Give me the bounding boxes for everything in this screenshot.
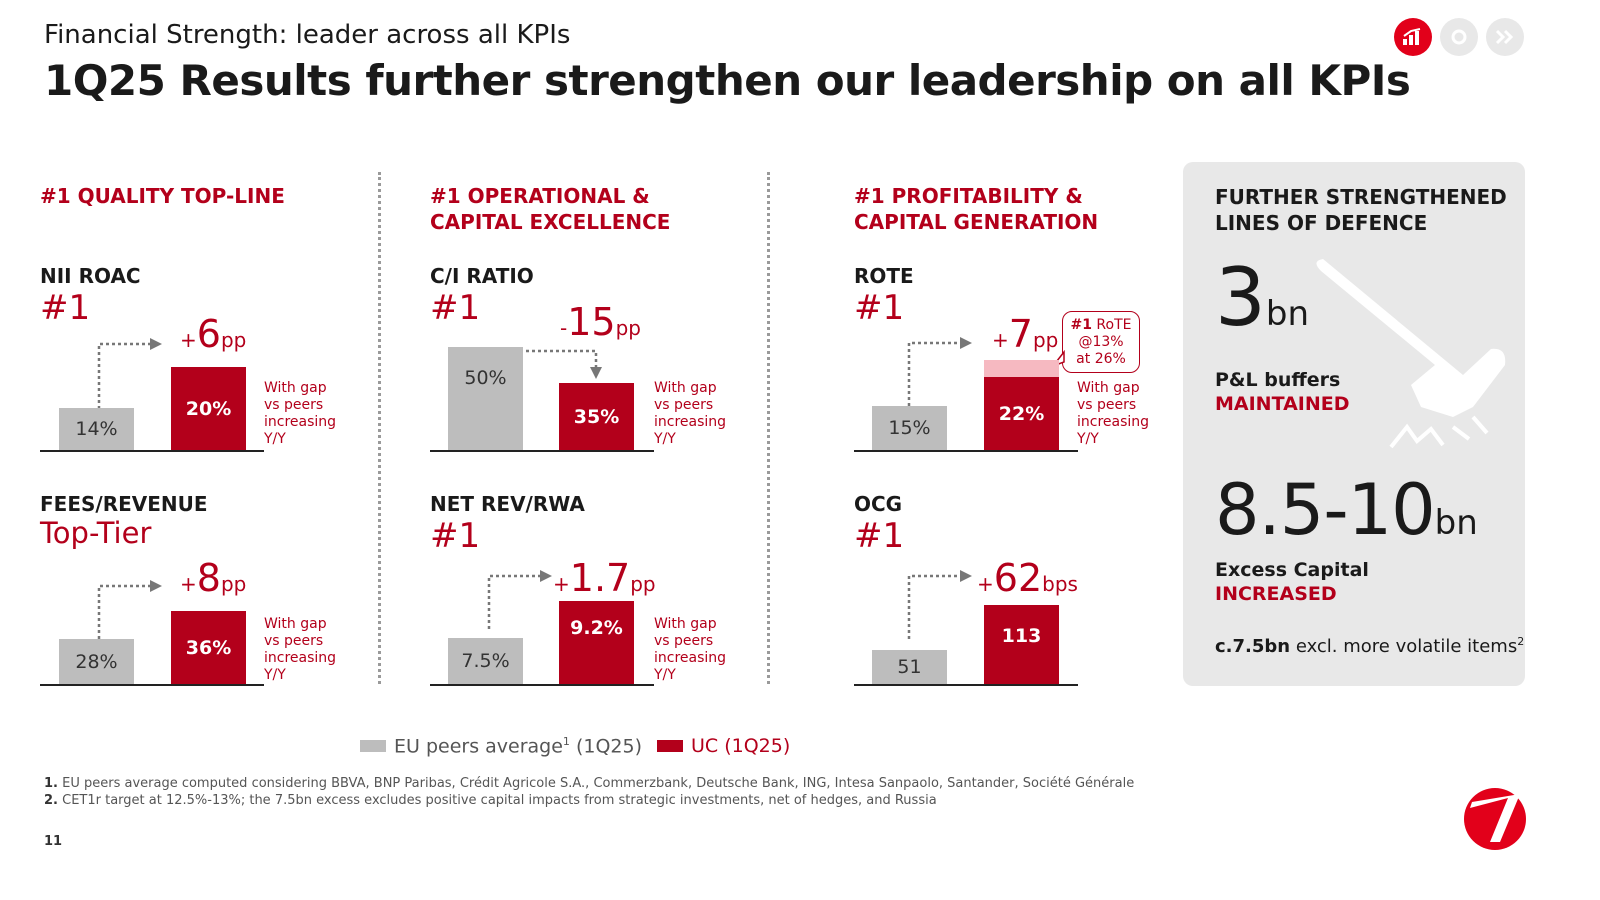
section-heading-profitability: #1 PROFITABILITY & CAPITAL GENERATION	[854, 184, 1099, 234]
note-fees-revenue: With gap vs peers increasing Y/Y	[264, 616, 337, 683]
bar-uc-ci-ratio: 35%	[559, 383, 634, 450]
chart-icon[interactable]	[1394, 18, 1432, 56]
panel-heading: FURTHER STRENGTHENED LINES OF DEFENCE	[1215, 185, 1507, 235]
chart-baseline	[854, 684, 1078, 686]
kpi-name-fees-revenue: FEES/REVENUE	[40, 492, 208, 516]
defence-panel: FURTHER STRENGTHENED LINES OF DEFENCE 3b…	[1183, 162, 1525, 686]
bar-peers-net-rev-rwa: 7.5%	[448, 638, 523, 684]
kpi-name-nii-roac: NII ROAC	[40, 264, 141, 288]
chart-baseline	[40, 684, 264, 686]
slide-kicker: Financial Strength: leader across all KP…	[44, 20, 571, 50]
comparison-arrow	[907, 337, 972, 406]
section-heading-operational-excellence: #1 OPERATIONAL & CAPITAL EXCELLENCE	[430, 184, 671, 234]
section-divider	[767, 172, 770, 684]
chart-baseline	[854, 450, 1078, 452]
kpi-name-ci-ratio: C/I RATIO	[430, 264, 534, 288]
slide-title: 1Q25 Results further strengthen our lead…	[44, 56, 1411, 105]
comparison-arrow	[97, 580, 162, 639]
bar-target-rote	[984, 360, 1059, 377]
section-heading-quality-topline: #1 QUALITY TOP-LINE	[40, 184, 285, 208]
bar-peers-ocg: 51	[872, 650, 947, 684]
comparison-arrow	[907, 570, 972, 639]
note-net-rev-rwa: With gap vs peers increasing Y/Y	[654, 616, 727, 683]
comparison-arrow	[526, 349, 602, 379]
chart-baseline	[40, 450, 264, 452]
delta-ocg: +62bps	[977, 556, 1078, 600]
delta-rote: +7pp	[992, 312, 1059, 356]
note-nii-roac: With gap vs peers increasing Y/Y	[264, 380, 337, 447]
bar-uc-nii-roac: 20%	[171, 367, 246, 450]
rote-callout: #1 RoTE @13% at 26%	[1062, 311, 1140, 373]
pl-buffers-label: P&L buffers MAINTAINED	[1215, 369, 1350, 415]
footnote-2: 2. CET1r target at 12.5%-13%; the 7.5bn …	[44, 793, 937, 808]
bar-peers-fees-revenue: 28%	[59, 639, 134, 684]
legend-swatch-grey	[360, 740, 386, 753]
section-divider	[378, 172, 381, 684]
bar-peers-nii-roac: 14%	[59, 408, 134, 450]
delta-nii-roac: +6pp	[180, 312, 247, 356]
page-number: 11	[44, 834, 63, 849]
kpi-name-ocg: OCG	[854, 492, 903, 516]
kpi-rank-ci-ratio: #1	[430, 288, 481, 328]
bar-uc-net-rev-rwa: 9.2%	[559, 601, 634, 684]
note-rote: With gap vs peers increasing Y/Y	[1077, 380, 1150, 447]
bar-peers-ci-ratio: 50%	[448, 347, 523, 450]
delta-ci-ratio: -15pp	[560, 300, 641, 344]
legend-uc: UC (1Q25)	[657, 735, 790, 757]
bar-uc-fees-revenue: 36%	[171, 611, 246, 684]
comparison-arrow	[97, 338, 162, 409]
kpi-rank-nii-roac: #1	[40, 288, 91, 328]
kpi-name-net-rev-rwa: NET REV/RWA	[430, 492, 585, 516]
forward-icon[interactable]	[1486, 18, 1524, 56]
kpi-name-rote: ROTE	[854, 264, 914, 288]
comparison-arrow	[487, 570, 552, 629]
excess-capital-value: 8.5-10bn	[1215, 469, 1478, 551]
bar-uc-rote: 22%	[984, 377, 1059, 450]
kpi-rank-net-rev-rwa: #1	[430, 516, 481, 556]
kpi-rank-rote: #1	[854, 288, 905, 328]
delta-net-rev-rwa: +1.7pp	[553, 556, 656, 600]
kpi-rank-ocg: #1	[854, 516, 905, 556]
legend-swatch-red	[657, 740, 683, 752]
note-ci-ratio: With gap vs peers increasing Y/Y	[654, 380, 727, 447]
kpi-rank-fees-revenue: Top-Tier	[40, 516, 152, 550]
refresh-icon[interactable]	[1440, 18, 1478, 56]
chart-baseline	[430, 450, 654, 452]
hammer-icon	[1316, 259, 1506, 449]
excess-capital-label: Excess Capital INCREASED	[1215, 559, 1369, 605]
brand-logo	[1464, 788, 1526, 850]
bar-uc-ocg: 113	[984, 605, 1059, 684]
delta-fees-revenue: +8pp	[180, 556, 247, 600]
chart-baseline	[430, 684, 654, 686]
bar-peers-rote: 15%	[872, 406, 947, 450]
legend-peers: EU peers average1 (1Q25)	[360, 735, 642, 757]
pl-buffers-value: 3bn	[1215, 251, 1310, 344]
footnote-1: 1. EU peers average computed considering…	[44, 776, 1135, 791]
top-nav-icons	[1394, 18, 1524, 56]
excess-capital-note: c.7.5bn excl. more volatile items2	[1215, 635, 1525, 657]
